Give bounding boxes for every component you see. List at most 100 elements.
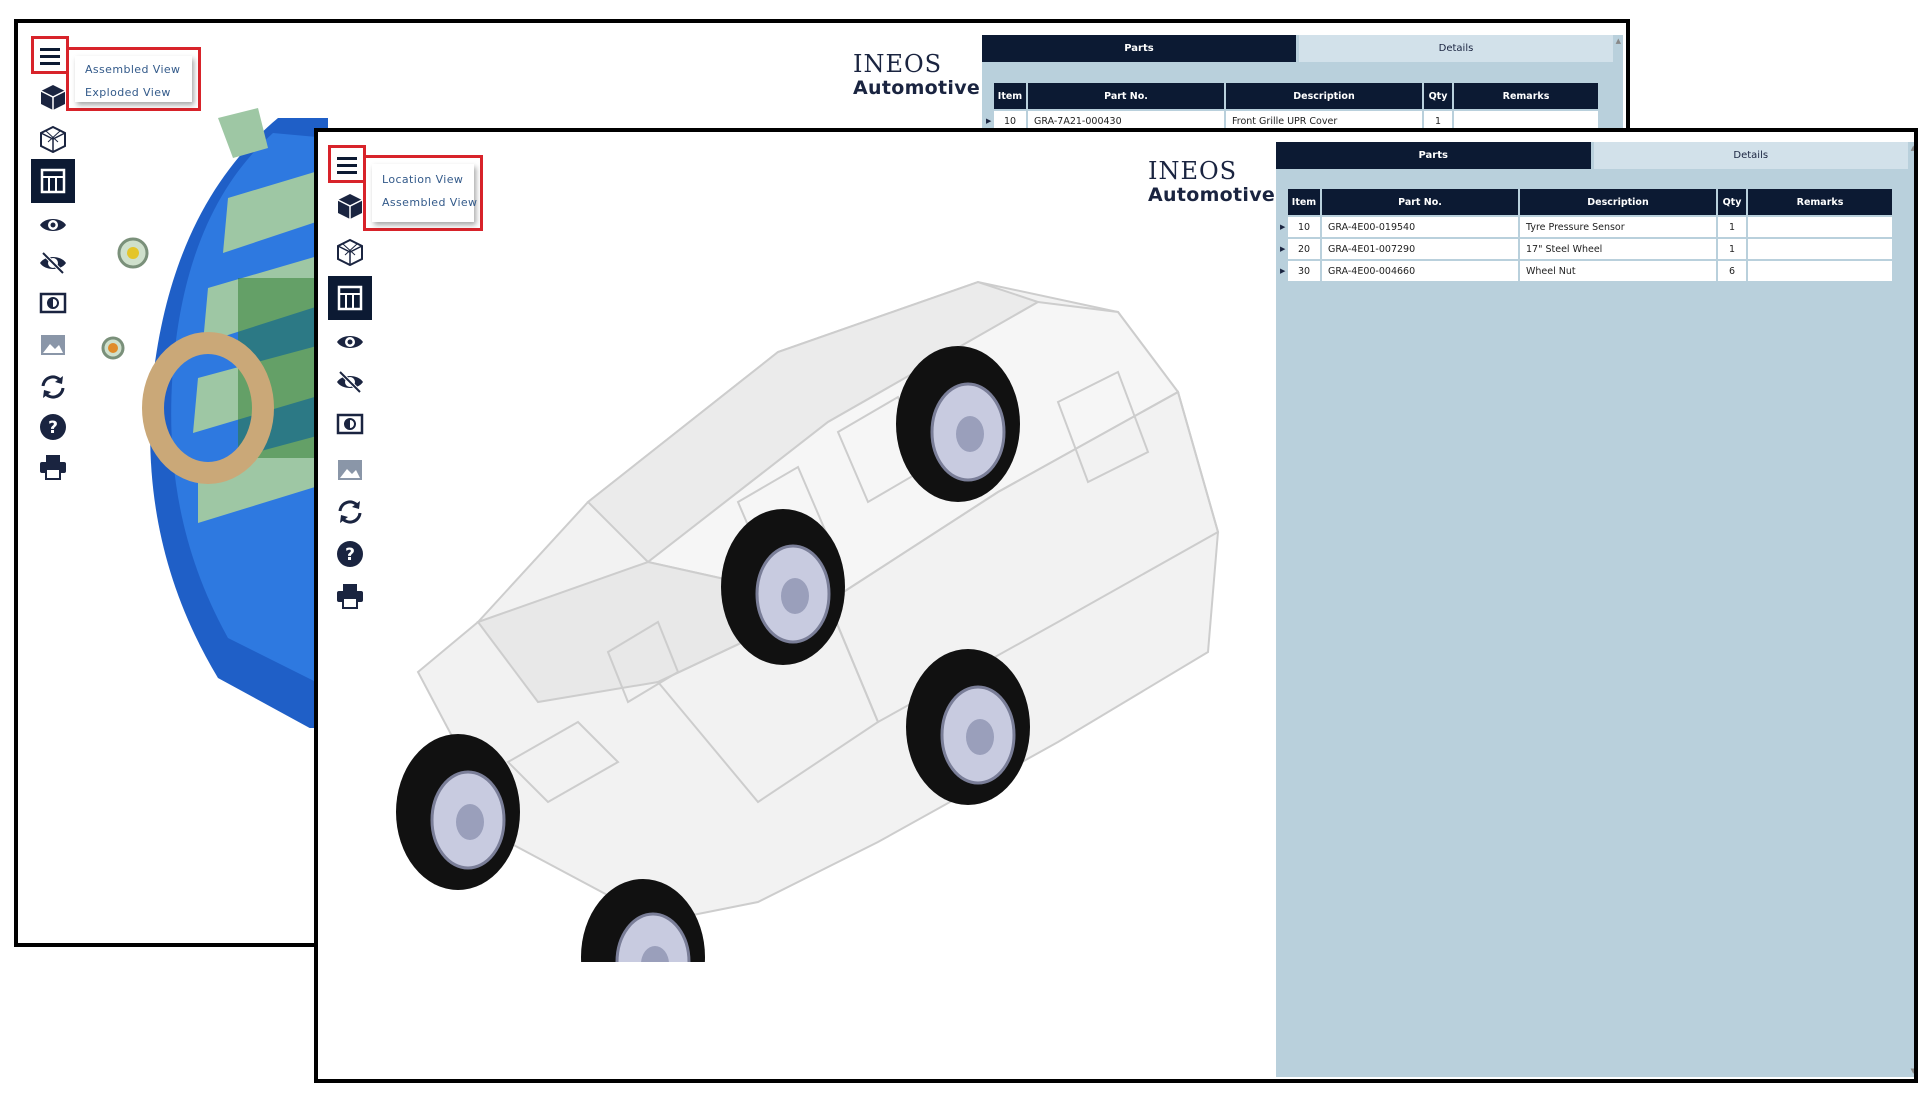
logo-automotive: Automotive: [853, 77, 981, 99]
wireframe-button[interactable]: [328, 232, 372, 272]
cell-qty: 1: [1718, 217, 1746, 237]
print-button[interactable]: [31, 447, 75, 487]
table-row[interactable]: ▶ 30 GRA-4E00-004660 Wheel Nut 6: [1280, 261, 1892, 281]
cube-solid-icon: [337, 194, 363, 219]
menu-item-location-view[interactable]: Location View: [382, 173, 464, 186]
reset-button[interactable]: [31, 367, 75, 407]
menu-button[interactable]: [31, 36, 69, 74]
column-header-item[interactable]: Item: [994, 83, 1026, 109]
cell-description: Front Grille UPR Cover: [1226, 111, 1422, 131]
image-button[interactable]: [31, 325, 75, 365]
left-toolbar: ?: [328, 186, 372, 636]
grille-3d-viewer[interactable]: [98, 78, 328, 728]
column-header-description[interactable]: Description: [1520, 189, 1716, 215]
parts-table-button[interactable]: [31, 159, 75, 203]
image-button[interactable]: [328, 450, 372, 490]
wheel[interactable]: [721, 509, 845, 665]
cell-remarks: [1454, 111, 1598, 131]
help-icon: ?: [40, 414, 66, 440]
cell-description: 17" Steel Wheel: [1520, 239, 1716, 259]
wheel[interactable]: [581, 879, 705, 962]
hide-button[interactable]: [31, 243, 75, 283]
menu-item-exploded-view[interactable]: Exploded View: [85, 86, 171, 99]
ineos-logo: INEOS Automotive: [853, 51, 980, 99]
image-icon: [338, 460, 362, 480]
table-header-row: Item Part No. Description Qty Remarks: [1280, 189, 1892, 215]
column-header-remarks[interactable]: Remarks: [1454, 83, 1598, 109]
tab-details[interactable]: Details: [1299, 35, 1613, 62]
print-icon: [40, 455, 66, 480]
row-expand-arrow[interactable]: ▶: [986, 117, 992, 125]
vehicle-3d-viewer[interactable]: [358, 202, 1258, 962]
column-header-part-no[interactable]: Part No.: [1322, 189, 1518, 215]
svg-text:?: ?: [345, 545, 355, 565]
wheel[interactable]: [896, 346, 1020, 502]
scroll-down-arrow[interactable]: ▼: [1910, 1067, 1916, 1075]
cube-solid-icon: [40, 85, 66, 110]
rotate-icon: [41, 375, 65, 399]
panel-tabs: Parts Details: [982, 35, 1613, 62]
table-layout-icon: [40, 168, 66, 194]
table-row[interactable]: ▶ 10 GRA-7A21-000430 Front Grille UPR Co…: [986, 111, 1598, 131]
menu-item-assembled-view[interactable]: Assembled View: [382, 196, 478, 209]
logo-ineos: INEOS: [1148, 157, 1238, 185]
print-button[interactable]: [328, 576, 372, 616]
menu-item-assembled-view[interactable]: Assembled View: [85, 63, 181, 76]
tab-parts[interactable]: Parts: [1276, 142, 1591, 169]
show-button[interactable]: [328, 322, 372, 362]
view-menu: Assembled View Exploded View: [66, 47, 201, 111]
column-header-item[interactable]: Item: [1288, 189, 1320, 215]
menu-button[interactable]: [328, 145, 366, 183]
help-button[interactable]: ?: [328, 534, 372, 574]
front-window: Location View Assembled View ?: [314, 128, 1918, 1083]
cell-description: Tyre Pressure Sensor: [1520, 217, 1716, 237]
svg-text:?: ?: [48, 418, 58, 438]
cell-item: 10: [994, 111, 1026, 131]
row-expand-arrow[interactable]: ▶: [1280, 245, 1286, 253]
wheel[interactable]: [396, 734, 520, 890]
column-header-qty[interactable]: Qty: [1718, 189, 1746, 215]
hide-button[interactable]: [328, 362, 372, 402]
scroll-up-arrow[interactable]: ▲: [1615, 37, 1621, 45]
column-header-remarks[interactable]: Remarks: [1748, 189, 1892, 215]
cell-part-no: GRA-4E00-019540: [1322, 217, 1518, 237]
parts-table-button[interactable]: [328, 276, 372, 320]
parts-table: Item Part No. Description Qty Remarks ▶ …: [984, 81, 1600, 133]
tab-parts[interactable]: Parts: [982, 35, 1296, 62]
cell-item: 10: [1288, 217, 1320, 237]
rotate-icon: [338, 500, 362, 524]
help-button[interactable]: ?: [31, 407, 75, 447]
column-header-description[interactable]: Description: [1226, 83, 1422, 109]
assembled-view-button[interactable]: [328, 186, 372, 226]
show-button[interactable]: [31, 205, 75, 245]
ineos-logo: INEOS Automotive: [1148, 158, 1275, 206]
column-header-qty[interactable]: Qty: [1424, 83, 1452, 109]
logo-ineos: INEOS: [853, 50, 943, 78]
cell-remarks: [1748, 261, 1892, 281]
row-expand-arrow[interactable]: ▶: [1280, 223, 1286, 231]
row-expand-arrow[interactable]: ▶: [1280, 267, 1286, 275]
cell-part-no: GRA-4E01-007290: [1322, 239, 1518, 259]
parts-panel: Parts Details ▲ ▼ Item Part No. Descript…: [1276, 142, 1916, 1077]
cell-item: 30: [1288, 261, 1320, 281]
contrast-button[interactable]: [328, 404, 372, 444]
assembled-view-button[interactable]: [31, 77, 75, 117]
wheel[interactable]: [906, 649, 1030, 805]
table-row[interactable]: ▶ 20 GRA-4E01-007290 17" Steel Wheel 1: [1280, 239, 1892, 259]
logo-automotive: Automotive: [1148, 184, 1276, 206]
cell-part-no: GRA-4E00-004660: [1322, 261, 1518, 281]
table-row[interactable]: ▶ 10 GRA-4E00-019540 Tyre Pressure Senso…: [1280, 217, 1892, 237]
reset-button[interactable]: [328, 492, 372, 532]
column-header-part-no[interactable]: Part No.: [1028, 83, 1224, 109]
tab-details[interactable]: Details: [1593, 142, 1908, 169]
wireframe-button[interactable]: [31, 119, 75, 159]
contrast-button[interactable]: [31, 283, 75, 323]
help-icon: ?: [337, 541, 363, 567]
scroll-up-arrow[interactable]: ▲: [1910, 144, 1916, 152]
parts-table: Item Part No. Description Qty Remarks ▶ …: [1278, 187, 1894, 283]
eye-icon: [337, 336, 363, 348]
cube-wireframe-icon: [337, 238, 363, 266]
panel-tabs: Parts Details: [1276, 142, 1908, 169]
table-layout-icon: [337, 285, 363, 311]
view-menu: Location View Assembled View: [363, 155, 483, 231]
